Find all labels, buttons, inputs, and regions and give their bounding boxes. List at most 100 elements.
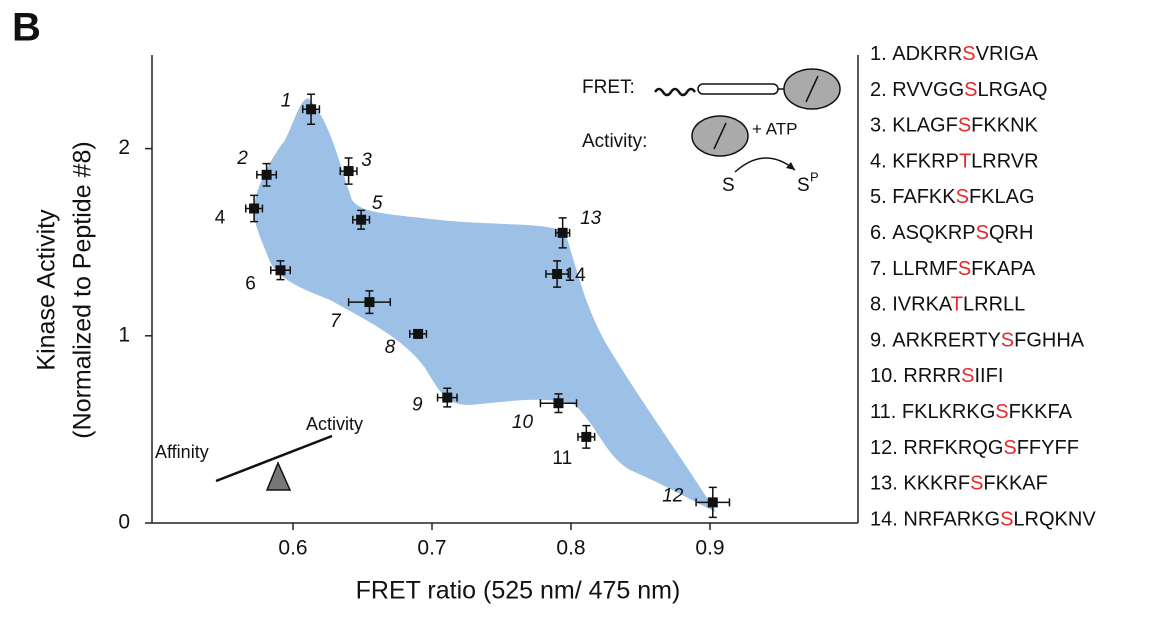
phospho-site: S bbox=[995, 401, 1008, 423]
sequence-part: ARKRERTY bbox=[892, 330, 1001, 352]
point bbox=[261, 169, 272, 180]
phospho-site: T bbox=[951, 294, 963, 316]
sequence-number: 11. bbox=[870, 401, 896, 423]
point bbox=[557, 227, 568, 238]
sequence: 5. FAFKKSFKLAG bbox=[870, 186, 1035, 208]
mark bbox=[805, 75, 819, 103]
sequence-number: 5. bbox=[870, 186, 887, 208]
point-label: 6 bbox=[245, 273, 256, 294]
linker bbox=[653, 87, 697, 97]
sequence-part: FKKAF bbox=[983, 473, 1047, 495]
sequence-part: FFYFF bbox=[1017, 437, 1079, 459]
tube bbox=[697, 83, 779, 95]
sequence-part: FKKFA bbox=[1009, 401, 1073, 423]
phospho-site: S bbox=[958, 115, 971, 137]
sequence-part: IIFI bbox=[975, 365, 1004, 387]
seesaw bbox=[215, 434, 333, 483]
sequence-part: FKKNK bbox=[971, 115, 1038, 137]
phospho-site: S bbox=[958, 258, 971, 280]
point-label: 11 bbox=[552, 448, 572, 469]
phospho-site: S bbox=[956, 186, 969, 208]
sequence: 2. RVVGGSLRGAQ bbox=[870, 79, 1048, 101]
inset-text: FRET: bbox=[582, 77, 635, 98]
x-tick-label: 0.6 bbox=[278, 537, 307, 560]
phospho-site: S bbox=[964, 79, 977, 101]
point bbox=[275, 265, 286, 276]
arrow bbox=[734, 157, 796, 173]
sequence: 14. NRFARKGSLRQKNV bbox=[870, 509, 1096, 531]
seesaw-label: Affinity bbox=[155, 442, 209, 462]
sequence-number: 9. bbox=[870, 330, 887, 352]
inset-text: S bbox=[722, 175, 735, 196]
shaded-region bbox=[253, 98, 716, 512]
sequence-part: KLAGF bbox=[892, 115, 958, 137]
phospho-site: T bbox=[959, 151, 971, 173]
point-label: 4 bbox=[215, 208, 226, 229]
point-label: 8 bbox=[385, 337, 396, 358]
y-tick-label: 0 bbox=[118, 511, 130, 534]
y-axis-title: Kinase Activity bbox=[33, 209, 61, 371]
point bbox=[343, 166, 354, 177]
point bbox=[442, 392, 453, 403]
point-label: 5 bbox=[372, 193, 383, 214]
sequence-number: 8. bbox=[870, 294, 887, 316]
sequence: 11. FKLKRKGSFKKFA bbox=[870, 401, 1073, 423]
y-axis-title: (Normalized to Peptide #8) bbox=[69, 141, 97, 438]
sequence-part: LRQKNV bbox=[1013, 509, 1096, 531]
phospho-site: S bbox=[970, 473, 983, 495]
sequence-part: FAFKK bbox=[892, 186, 956, 208]
sequence-part: LRRVR bbox=[971, 151, 1038, 173]
sequence-part: VRIGA bbox=[976, 43, 1039, 65]
point-label: 10 bbox=[512, 412, 534, 433]
sequence: 10. RRRRSIIFI bbox=[870, 365, 1003, 387]
sequence: 1. ADKRRSVRIGA bbox=[870, 43, 1039, 65]
sequence-part: RVVGG bbox=[892, 79, 964, 101]
sequence-part: QRH bbox=[989, 222, 1033, 244]
point bbox=[553, 398, 564, 409]
sequence-part: LRGAQ bbox=[977, 79, 1047, 101]
sequence-part: KFKRP bbox=[892, 151, 959, 173]
sequence-number: 14. bbox=[870, 509, 898, 531]
inset-text: S bbox=[797, 175, 810, 196]
inset-text: Activity: bbox=[582, 131, 647, 152]
sequence-part: FKAPA bbox=[971, 258, 1036, 280]
sequence-part: NRFARKG bbox=[903, 509, 1000, 531]
point bbox=[356, 214, 367, 225]
point bbox=[306, 104, 317, 115]
sequence: 12. RRFKRQGSFFYFF bbox=[870, 437, 1079, 459]
point bbox=[249, 203, 260, 214]
sequence-part: RRFKRQG bbox=[903, 437, 1003, 459]
phospho-site: S bbox=[1003, 437, 1016, 459]
point bbox=[581, 431, 592, 442]
sequence-number: 3. bbox=[870, 115, 887, 137]
point-label: 9 bbox=[412, 395, 423, 416]
y-tick-label: 1 bbox=[118, 323, 130, 346]
point bbox=[413, 328, 424, 339]
sequence-number: 2. bbox=[870, 79, 887, 101]
sequence-part: FKLAG bbox=[969, 186, 1035, 208]
point-label: 7 bbox=[330, 311, 342, 332]
y-tick-label: 2 bbox=[118, 136, 130, 159]
x-axis-title: FRET ratio (525 nm/ 475 nm) bbox=[356, 577, 681, 605]
sequence: 3. KLAGFSFKKNK bbox=[870, 115, 1039, 137]
x-tick-label: 0.9 bbox=[695, 537, 724, 560]
sequence-part: KKKRF bbox=[903, 473, 970, 495]
phospho-site: S bbox=[961, 365, 974, 387]
point bbox=[552, 269, 563, 280]
x-tick-label: 0.7 bbox=[417, 537, 446, 560]
point bbox=[707, 497, 718, 508]
sequence-number: 7. bbox=[870, 258, 887, 280]
inset-text: P bbox=[810, 169, 819, 184]
point-label: 12 bbox=[662, 485, 684, 506]
sequence: 9. ARKRERTYSFGHHA bbox=[870, 330, 1085, 352]
sequence: 13. KKKRFSFKKAF bbox=[870, 473, 1048, 495]
phospho-site: S bbox=[1001, 330, 1014, 352]
sequence-part: LLRMF bbox=[892, 258, 958, 280]
sequence: 4. KFKRPTLRRVR bbox=[870, 151, 1039, 173]
point bbox=[364, 297, 375, 308]
x-tick-label: 0.8 bbox=[556, 537, 585, 560]
sequence-part: ADKRR bbox=[892, 43, 962, 65]
sequence-number: 6. bbox=[870, 222, 887, 244]
point-label: 3 bbox=[361, 150, 372, 171]
